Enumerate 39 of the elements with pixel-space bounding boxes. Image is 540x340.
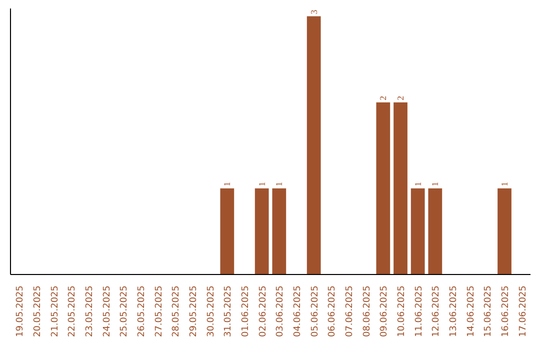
x-tick-label: 15.06.2025 <box>484 286 494 338</box>
x-tick-label: 24.05.2025 <box>102 286 112 338</box>
x-tick-label: 13.06.2025 <box>449 286 459 338</box>
data-label: 1 <box>256 182 267 186</box>
x-tick-label: 25.05.2025 <box>120 286 130 338</box>
x-tick-label: 04.06.2025 <box>293 286 303 338</box>
x-tick-label: 01.06.2025 <box>241 286 251 338</box>
x-tick-label: 14.06.2025 <box>466 286 476 338</box>
x-tick-label: 03.06.2025 <box>276 286 286 338</box>
data-label: 1 <box>412 182 423 186</box>
x-tick-label: 06.06.2025 <box>328 286 338 338</box>
data-label: 1 <box>222 182 232 186</box>
data-label: 1 <box>500 182 510 186</box>
x-tick-label: 21.05.2025 <box>50 286 60 338</box>
x-tick-label: 19.05.2025 <box>16 286 26 338</box>
data-label: 3 <box>308 9 319 14</box>
x-tick-label: 12.06.2025 <box>432 286 442 338</box>
data-label: 2 <box>378 96 388 100</box>
x-tick-label: 23.05.2025 <box>85 286 95 338</box>
x-tick-label: 17.06.2025 <box>518 286 528 338</box>
x-tick-label: 11.06.2025 <box>414 286 424 338</box>
x-tick-label: 27.05.2025 <box>154 286 164 338</box>
x-tick-label: 09.06.2025 <box>380 286 390 338</box>
x-tick-label: 16.06.2025 <box>501 286 511 338</box>
x-tick-label: 30.05.2025 <box>206 286 216 338</box>
x-tick-label: 10.06.2025 <box>397 286 407 338</box>
x-tick-label: 02.06.2025 <box>258 286 268 338</box>
data-label: 1 <box>430 182 440 186</box>
x-tick-label: 07.06.2025 <box>345 286 355 338</box>
x-tick-label: 08.06.2025 <box>362 286 372 338</box>
x-tick-label: 29.05.2025 <box>189 286 199 338</box>
data-label: 1 <box>274 182 284 186</box>
x-tick-label: 28.05.2025 <box>172 286 182 338</box>
x-tick-label: 31.05.2025 <box>224 286 234 338</box>
data-label: 2 <box>396 96 406 100</box>
x-tick-label: 05.06.2025 <box>310 286 320 338</box>
x-tick-label: 22.05.2025 <box>68 286 78 338</box>
x-tick-label: 20.05.2025 <box>33 286 43 338</box>
x-tick-label: 26.05.2025 <box>137 286 147 338</box>
